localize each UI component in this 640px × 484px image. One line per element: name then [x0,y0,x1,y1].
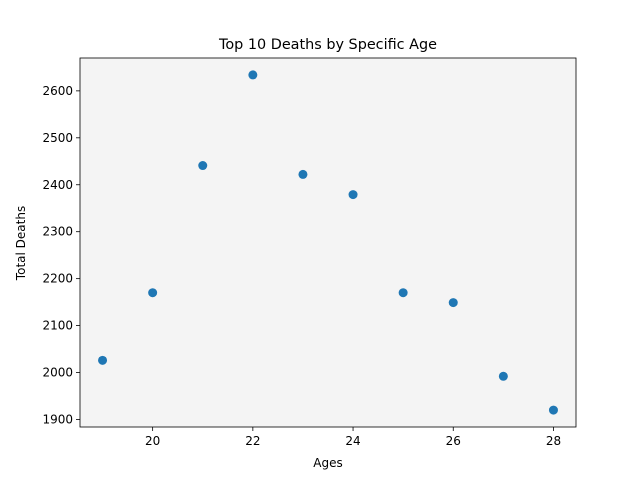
data-point [248,70,258,80]
y-tick-label: 2100 [42,319,73,333]
data-point [348,190,358,200]
data-point [198,161,208,171]
data-point [498,371,508,381]
chart-title: Top 10 Deaths by Specific Age [218,37,437,53]
y-tick-label: 2500 [42,131,73,145]
data-point [98,355,108,365]
y-tick-label: 2600 [42,84,73,98]
x-axis-label: Ages [313,456,342,470]
data-point [298,169,308,179]
plot-frame [79,57,577,428]
data-point [548,405,558,415]
x-tick-label: 22 [245,434,260,448]
x-tick-label: 28 [546,434,561,448]
y-tick-label: 2200 [42,272,73,286]
data-point [448,298,458,308]
y-tick-label: 2400 [42,178,73,192]
y-axis-label: Total Deaths [14,206,28,281]
x-tick-label: 24 [345,434,360,448]
plot-area [80,58,576,427]
x-tick-label: 20 [145,434,160,448]
data-point [148,288,158,298]
data-points [98,70,558,415]
y-tick-label: 2000 [42,366,73,380]
axis-ticks: 20 22 24 26 28 1900 2000 2100 2200 2300 2400 2500 26… [42,84,561,448]
x-tick-label: 26 [446,434,461,448]
y-tick-label: 1900 [42,412,73,426]
y-tick-label: 2300 [42,225,73,239]
data-point [398,288,408,298]
